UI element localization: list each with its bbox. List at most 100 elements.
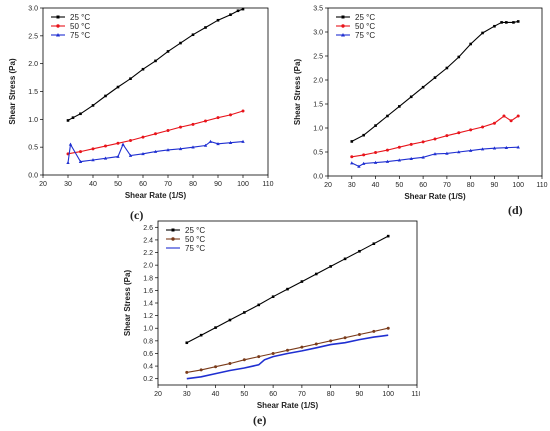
data-point [241, 139, 245, 143]
data-point [492, 146, 497, 150]
series-line-2 [351, 146, 519, 168]
legend-marker [56, 24, 60, 28]
y-axis-label: Shear Stress (Pa) [123, 270, 132, 337]
data-point [357, 164, 361, 168]
data-point [502, 114, 506, 118]
x-tick-label: 110 [536, 182, 547, 189]
data-point [104, 94, 107, 98]
data-point [229, 113, 232, 117]
y-tick-label: 3.5 [313, 6, 323, 13]
legend-marker [56, 15, 60, 19]
legend-marker [341, 15, 345, 19]
data-point [343, 336, 347, 340]
data-point [179, 41, 182, 45]
chart-panel-c: 20 30 40 50 60 70 80 90 100 110 0.0 0.5 1.0 1.5 2.0 2.5… [0, 0, 275, 212]
data-point [229, 13, 232, 16]
data-point [208, 139, 213, 143]
caption-d: (d) [508, 203, 523, 217]
y-axis-label: Shear Stress (Pa) [293, 59, 302, 126]
data-point [271, 351, 275, 355]
x-tick-label: 80 [467, 182, 475, 189]
data-point [509, 119, 513, 123]
data-point [445, 151, 449, 155]
data-point [191, 145, 195, 149]
data-point [409, 156, 413, 161]
data-point [433, 76, 437, 79]
x-tick-label: 50 [114, 181, 122, 188]
x-tick-label: 110 [411, 391, 420, 398]
y-axis-label: Shear Stress (Pa) [8, 58, 17, 125]
data-point [374, 150, 378, 154]
y-tick-label: 0.5 [313, 150, 323, 157]
data-point [329, 265, 332, 268]
data-point [373, 160, 378, 164]
data-point [216, 18, 220, 22]
plot-frame [327, 7, 543, 177]
x-tick-label: 100 [237, 181, 249, 188]
data-point [154, 132, 157, 136]
y-tick-label: 2.2 [143, 250, 153, 257]
data-point [66, 160, 70, 165]
y-tick-label: 2.5 [28, 33, 38, 40]
data-point [203, 143, 208, 147]
data-point [504, 145, 509, 149]
series-line-2 [186, 334, 389, 380]
data-point [166, 148, 170, 152]
y-tick-label: 2.4 [143, 237, 153, 244]
series-line-2 [67, 140, 244, 163]
data-point [516, 20, 520, 23]
data-point [433, 137, 437, 141]
caption-e: (e) [253, 413, 267, 427]
legend-label: 75 °C [185, 244, 205, 253]
data-point [191, 122, 195, 126]
data-point [300, 280, 304, 283]
chart-c-svg: 20 30 40 50 60 70 80 90 100 110 0.0 0.5 1.0 1.5 2.0 2.5… [8, 6, 274, 201]
data-point [153, 149, 158, 153]
data-point [103, 156, 108, 160]
y-tick-label: 0.8 [143, 338, 153, 345]
data-point [91, 147, 95, 151]
legend-label: 25 °C [185, 226, 205, 235]
x-tick-label: 100 [512, 182, 524, 189]
data-point [214, 326, 217, 329]
data-point [386, 326, 390, 330]
data-point [350, 140, 354, 143]
x-tick-label: 90 [356, 391, 364, 398]
data-point [457, 150, 461, 154]
data-point [228, 362, 232, 366]
x-axis-label: Shear Rate (1/S) [125, 191, 187, 200]
data-point [199, 333, 203, 337]
data-point [116, 154, 120, 158]
data-point [286, 287, 289, 291]
data-point [398, 105, 401, 108]
data-point [121, 142, 125, 146]
data-point [409, 95, 413, 99]
data-point [204, 119, 207, 123]
data-point [243, 311, 246, 314]
data-point [374, 124, 377, 127]
data-point [91, 104, 95, 107]
data-point [154, 59, 157, 63]
y-tick-label: 2.0 [313, 78, 323, 85]
data-point [242, 358, 246, 362]
x-tick-label: 20 [39, 181, 47, 188]
data-point [481, 31, 484, 35]
data-point [79, 150, 82, 154]
data-point [128, 153, 133, 157]
data-point [329, 339, 333, 343]
caption-c: (c) [130, 208, 144, 222]
data-point [480, 147, 485, 151]
chart-d-svg: 20 30 40 50 60 70 80 90 100 110 0.0 0.5 1.0 1.5 2.0 2.5… [293, 6, 548, 202]
data-point [386, 114, 389, 118]
data-point [141, 67, 145, 71]
x-tick-label: 30 [64, 181, 72, 188]
y-tick-label: 1.5 [28, 89, 38, 96]
data-point [314, 272, 318, 276]
x-axis-label: Shear Rate (1/S) [257, 401, 319, 410]
y-tick-label: 2.5 [313, 54, 323, 61]
data-point [228, 140, 233, 145]
data-point [141, 152, 145, 156]
data-point [185, 370, 189, 374]
data-point [397, 158, 402, 162]
y-tick-label: 1.5 [313, 102, 323, 109]
